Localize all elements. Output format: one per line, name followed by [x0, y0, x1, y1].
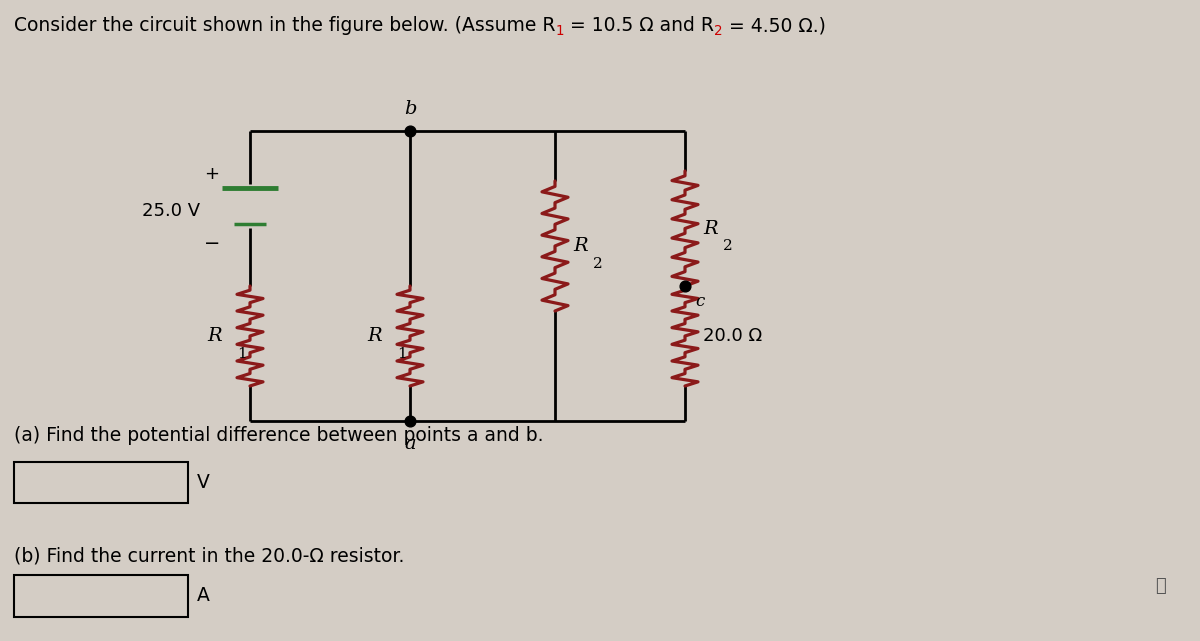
Point — [401, 416, 420, 426]
Text: 25.0 V: 25.0 V — [142, 202, 200, 220]
Text: (b) Find the current in the 20.0-Ω resistor.: (b) Find the current in the 20.0-Ω resis… — [14, 546, 404, 565]
Text: R: R — [367, 327, 382, 345]
Text: V: V — [197, 473, 210, 492]
Text: 1: 1 — [238, 347, 247, 361]
Text: = 10.5 Ω and R: = 10.5 Ω and R — [564, 16, 714, 35]
Text: ⓘ: ⓘ — [1154, 577, 1165, 595]
Text: 2: 2 — [714, 24, 724, 38]
Text: (a) Find the potential difference between points a and b.: (a) Find the potential difference betwee… — [14, 426, 544, 445]
Text: −: − — [204, 235, 220, 253]
Point — [676, 281, 695, 291]
Text: 1: 1 — [556, 24, 564, 38]
Text: a: a — [404, 435, 416, 453]
Text: A: A — [197, 587, 210, 605]
Text: R: R — [208, 327, 222, 345]
Text: +: + — [204, 165, 220, 183]
Text: b: b — [403, 100, 416, 118]
Text: R: R — [703, 219, 718, 238]
Text: 2: 2 — [593, 257, 602, 271]
Text: R: R — [574, 237, 588, 255]
Text: Consider the circuit shown in the figure below. (Assume R: Consider the circuit shown in the figure… — [14, 16, 556, 35]
Text: 20.0 Ω: 20.0 Ω — [703, 327, 762, 345]
Text: 2: 2 — [722, 240, 733, 253]
Text: 1: 1 — [397, 347, 407, 361]
Text: c: c — [695, 293, 704, 310]
Text: = 4.50 Ω.): = 4.50 Ω.) — [724, 16, 826, 35]
Point — [401, 126, 420, 136]
